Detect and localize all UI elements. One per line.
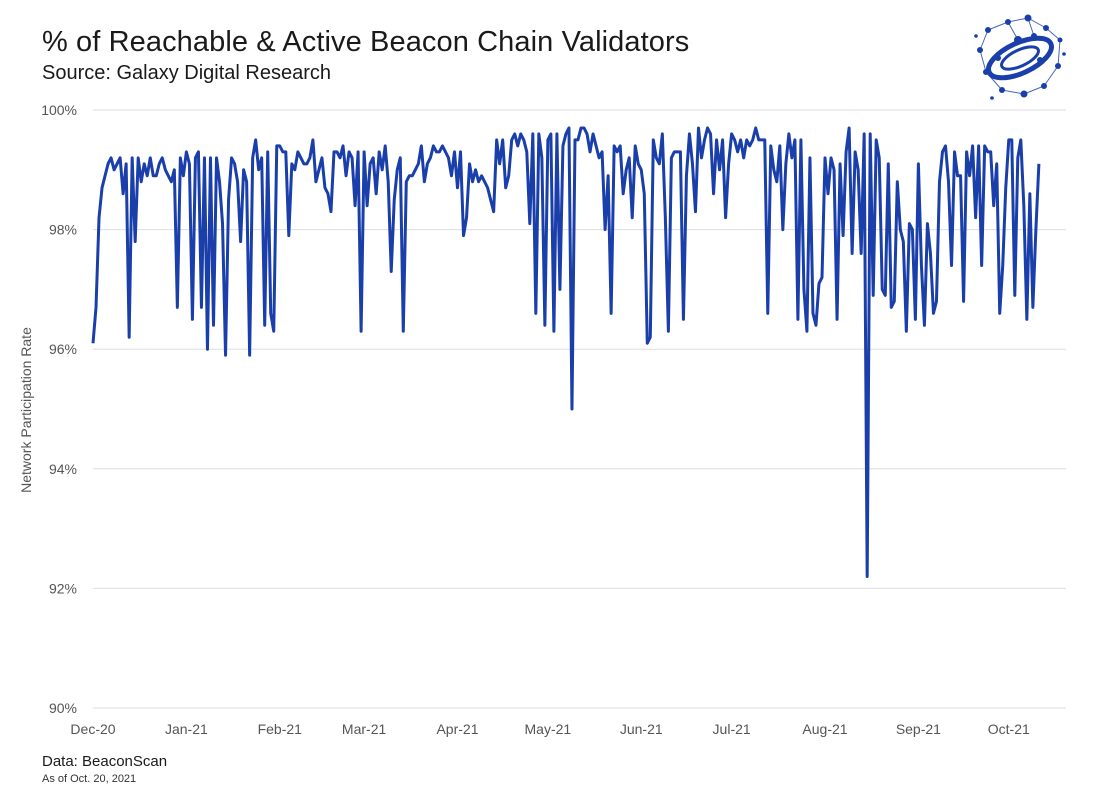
- x-tick-label: Oct-21: [988, 721, 1030, 737]
- y-tick-label: 94%: [49, 461, 77, 477]
- x-tick-label: Jun-21: [620, 721, 663, 737]
- chart-title: % of Reachable & Active Beacon Chain Val…: [42, 26, 690, 58]
- y-axis-label: Network Participation Rate: [18, 327, 34, 493]
- chart-subtitle: Source: Galaxy Digital Research: [42, 62, 332, 84]
- y-tick-label: 96%: [49, 341, 77, 357]
- x-tick-label: Mar-21: [342, 721, 387, 737]
- y-tick-label: 100%: [41, 102, 77, 118]
- x-axis-ticks: Dec-20 Jan-21 Feb-21 Mar-21 Apr-21 May-21 Jun-…: [70, 721, 1030, 737]
- y-tick-label: 90%: [49, 700, 77, 716]
- x-tick-label: Feb-21: [258, 721, 303, 737]
- x-tick-label: Sep-21: [896, 721, 941, 737]
- x-tick-label: May-21: [525, 721, 572, 737]
- y-axis-ticks: 90% 92% 94% 96% 98% 100%: [41, 102, 77, 716]
- x-tick-label: Jan-21: [165, 721, 208, 737]
- y-tick-label: 92%: [49, 580, 77, 596]
- series-line-participation: [91, 126, 1041, 578]
- y-tick-label: 98%: [49, 222, 77, 238]
- x-tick-label: Dec-20: [70, 721, 115, 737]
- as-of-date: As of Oct. 20, 2021: [42, 773, 137, 785]
- x-tick-label: Apr-21: [436, 721, 478, 737]
- x-tick-label: Jul-21: [713, 721, 751, 737]
- galaxy-logo-icon: [974, 14, 1066, 100]
- grid-lines: [93, 109, 1066, 709]
- data-source-note: Data: BeaconScan: [42, 753, 168, 770]
- x-tick-label: Aug-21: [802, 721, 847, 737]
